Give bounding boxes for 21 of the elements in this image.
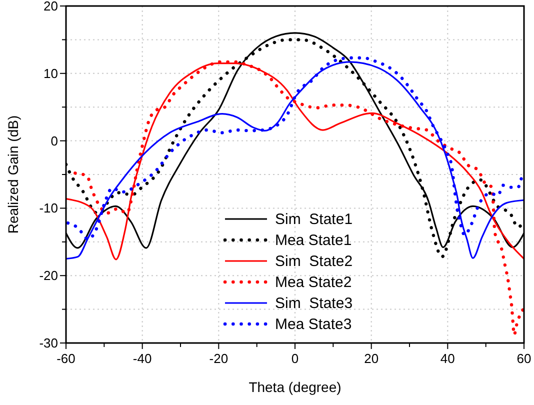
legend-label: Mea State1 xyxy=(275,232,352,249)
x-axis-title: Theta (degree) xyxy=(248,379,342,395)
y-tick-label: -20 xyxy=(39,268,58,284)
x-tick-label: 60 xyxy=(516,351,532,366)
y-axis-title: Realized Gain (dB) xyxy=(5,115,21,234)
y-tick-label: 10 xyxy=(44,66,58,81)
legend-label: Sim State2 xyxy=(275,253,353,270)
y-tick-label: -30 xyxy=(39,336,58,350)
y-tick-label: -10 xyxy=(39,200,58,216)
legend-label: Sim State1 xyxy=(275,211,353,228)
x-tick-label: -20 xyxy=(209,351,228,366)
x-tick-label: 40 xyxy=(440,351,455,366)
x-tick-label: 0 xyxy=(291,351,299,366)
x-tick-label: -40 xyxy=(132,351,152,366)
legend-label: Sim State3 xyxy=(275,295,353,312)
x-tick-label: -60 xyxy=(56,351,76,366)
x-tick-label: 20 xyxy=(364,351,379,366)
legend-label: Mea State3 xyxy=(275,316,352,333)
legend-label: Mea State2 xyxy=(275,274,352,291)
y-tick-label: 20 xyxy=(44,0,58,14)
y-tick-label: 0 xyxy=(50,133,58,148)
